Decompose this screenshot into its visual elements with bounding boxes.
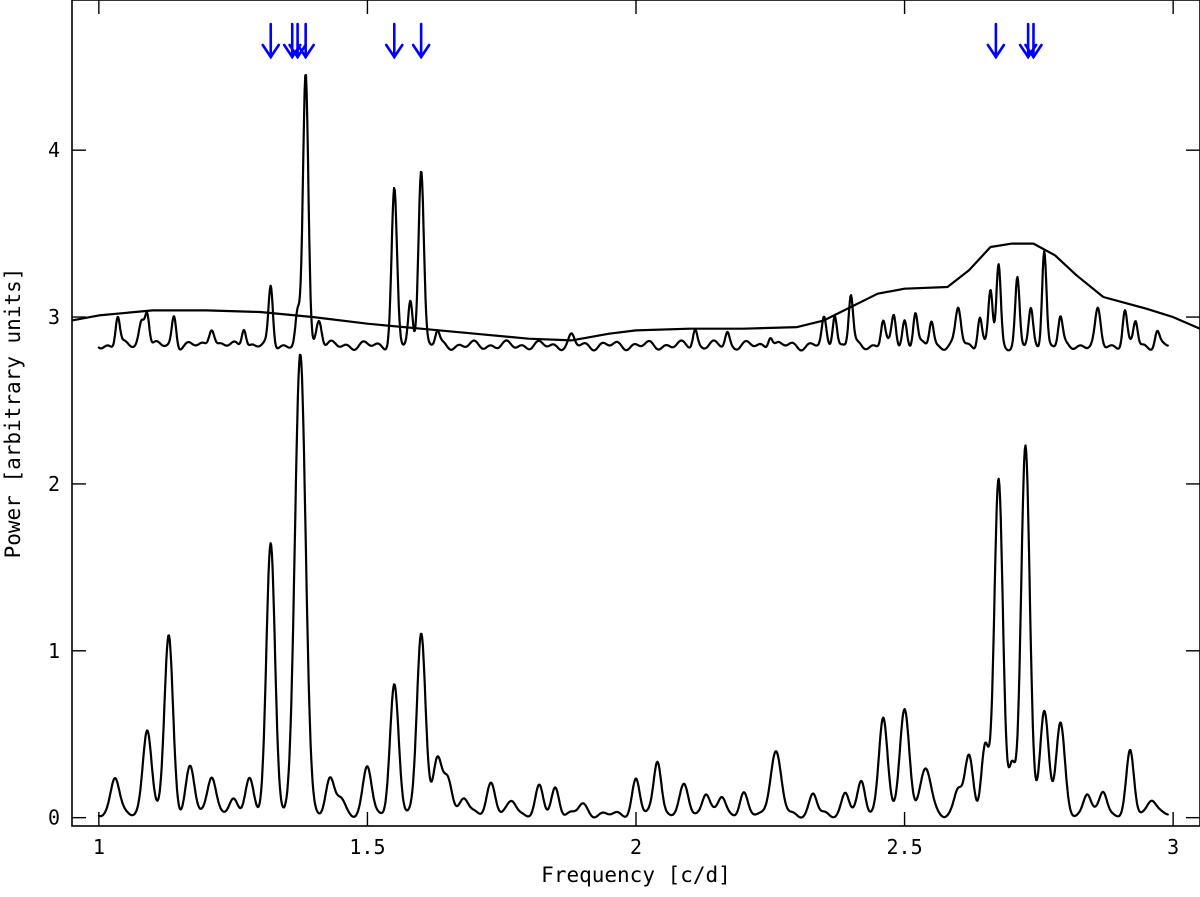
frequency-markers: [261, 22, 1043, 60]
frequency-marker-arrow: [411, 22, 431, 60]
periodogram-upper-curve: [97, 74, 1169, 352]
frequency-marker-arrow: [986, 22, 1006, 60]
frequency-marker-arrow: [288, 22, 307, 60]
axis-ticks: 1 1.5 2 2.5 3 0 1 2 3 4: [48, 0, 1200, 859]
x-tick-label: 1: [93, 835, 105, 859]
frequency-marker-arrow: [296, 22, 315, 60]
frequency-marker-arrow: [384, 22, 404, 60]
frequency-marker-arrow: [1024, 22, 1043, 60]
plot-curves: [71, 74, 1200, 819]
x-axis-label: Frequency [c/d]: [541, 863, 731, 887]
x-tick-label: 2: [630, 835, 642, 859]
y-tick-label: 2: [48, 472, 60, 496]
frequency-marker-arrow: [261, 22, 281, 60]
y-tick-label: 0: [48, 806, 60, 830]
y-axis-label: Power [arbitrary units]: [1, 268, 25, 559]
x-tick-label: 3: [1167, 835, 1179, 859]
y-tick-label: 1: [48, 639, 60, 663]
significance-envelope-curve: [71, 242, 1200, 342]
y-tick-label: 3: [48, 305, 60, 329]
x-tick-label: 1.5: [349, 835, 385, 859]
x-tick-label: 2.5: [887, 835, 923, 859]
y-tick-label: 4: [48, 138, 60, 162]
periodogram-lower-curve: [97, 353, 1169, 819]
